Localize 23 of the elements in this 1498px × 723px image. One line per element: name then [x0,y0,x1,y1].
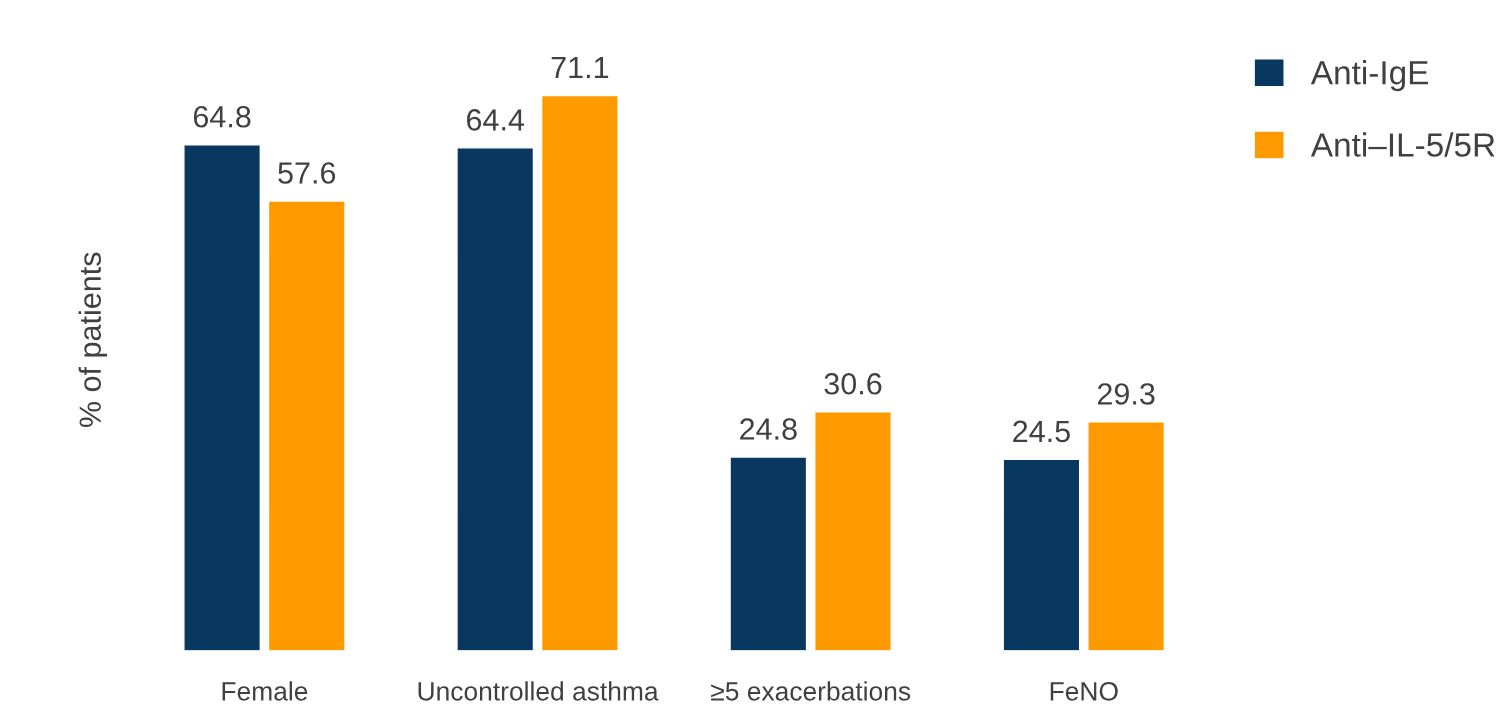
bar [814,411,892,651]
data-label: 57.6 [278,162,336,184]
x-tick-label: ≥5 exacerbations [711,681,911,701]
data-label: 64.8 [193,105,251,128]
x-tick-label: Female [222,681,308,701]
bar [1002,458,1081,651]
bar [540,94,619,651]
bar [267,200,346,651]
data-label: 30.6 [824,372,882,395]
bar [729,456,808,651]
data-label: 29.3 [1097,383,1155,405]
data-label: 24.5 [1013,420,1070,443]
data-label: 24.8 [740,418,797,440]
y-axis-title: % of patients [78,252,108,428]
bar [456,147,535,651]
bar [1087,421,1166,651]
legend-label: Anti–IL-5/5R [1310,132,1495,157]
data-label: 71.1 [551,57,609,79]
x-tick-label: Uncontrolled asthma [418,681,659,701]
legend-label: Anti-IgE [1310,60,1428,92]
data-label: 64.4 [467,109,525,131]
x-tick-label: FeNO [1050,681,1118,701]
bar [183,144,262,651]
